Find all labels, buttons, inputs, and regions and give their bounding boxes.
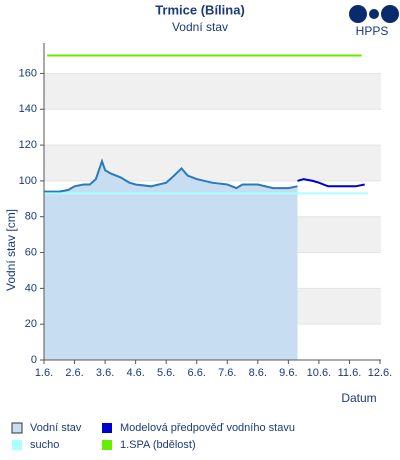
x-tick-label: 11.6.: [338, 367, 362, 379]
x-tick-label: 4.6.: [126, 367, 144, 379]
legend-label: Modelová předpověď vodního stavu: [120, 422, 295, 434]
y-tick-label: 80: [25, 211, 37, 223]
y-tick-label: 140: [19, 103, 37, 115]
grid-band: [44, 145, 381, 181]
logo: HPPS: [349, 5, 399, 38]
chart-subtitle: Vodní stav: [172, 20, 228, 34]
y-tick-label: 60: [25, 246, 37, 258]
y-tick-label: 160: [19, 67, 37, 79]
series-line: [297, 178, 365, 188]
y-tick-label: 20: [25, 318, 37, 330]
grid-band: [44, 73, 381, 110]
legend-swatch: [12, 440, 22, 450]
legend-swatch: [102, 440, 112, 450]
x-tick-label: 3.6.: [96, 367, 114, 379]
x-tick-label: 9.6.: [279, 367, 297, 379]
legend-label: 1.SPA (bdělost): [120, 439, 196, 451]
series-line: [44, 158, 298, 193]
x-axis-title: Datum: [341, 391, 376, 405]
area: [44, 161, 298, 360]
legend-label: sucho: [30, 439, 59, 451]
y-tick-label: 0: [31, 354, 37, 366]
x-tick-label: 12.6.: [368, 367, 392, 379]
x-tick-label: 1.6.: [35, 367, 53, 379]
y-tick-label: 100: [19, 175, 37, 187]
y-tick-label: 40: [25, 282, 37, 294]
x-tick-label: 7.6.: [218, 367, 236, 379]
y-axis-title: Vodní stav [cm]: [4, 209, 18, 291]
logo-text: HPPS: [356, 24, 389, 38]
x-tick-label: 2.6.: [65, 367, 83, 379]
chart-title: Trmice (Bílina): [155, 2, 245, 17]
legend-swatch: [102, 423, 112, 433]
x-tick-label: 10.6.: [307, 367, 331, 379]
x-tick-label: 8.6.: [249, 367, 267, 379]
y-tick-label: 120: [19, 139, 37, 151]
x-tick-label: 5.6.: [157, 367, 175, 379]
legend-label: Vodní stav: [30, 422, 82, 434]
x-tick-label: 6.6.: [188, 367, 206, 379]
legend-swatch: [11, 422, 23, 434]
